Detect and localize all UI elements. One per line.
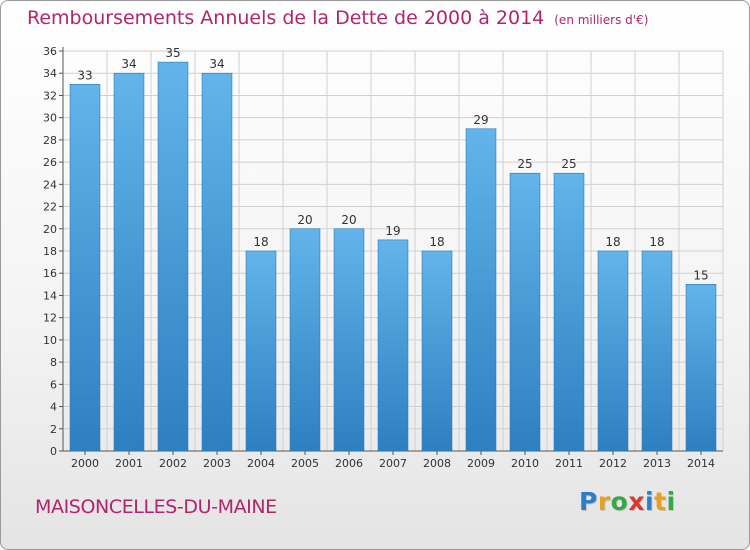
bar — [509, 172, 541, 452]
x-tick-label: 2012 — [599, 457, 627, 470]
data-label: 20 — [341, 213, 356, 227]
y-tick-label: 6 — [50, 378, 57, 391]
logo-letter: i — [666, 487, 676, 516]
y-tick-label: 36 — [43, 45, 57, 58]
x-tick-label: 2002 — [159, 457, 187, 470]
bar — [597, 250, 629, 452]
y-tick-label: 14 — [43, 289, 57, 302]
bar — [113, 72, 145, 452]
y-tick-label: 2 — [50, 423, 57, 436]
y-tick-label: 4 — [50, 401, 57, 414]
data-label: 20 — [297, 213, 312, 227]
data-label: 18 — [253, 235, 268, 249]
bar — [201, 72, 233, 452]
bar — [289, 228, 321, 452]
logo-letter: P — [579, 487, 598, 516]
logo-letter: t — [654, 487, 667, 516]
y-tick-label: 12 — [43, 312, 57, 325]
bar — [69, 84, 101, 452]
logo-letter: o — [610, 487, 629, 516]
y-tick-label: 28 — [43, 134, 57, 147]
x-tick-label: 2003 — [203, 457, 231, 470]
y-tick-label: 0 — [50, 445, 57, 458]
chart-title: Remboursements Annuels de la Dette de 20… — [27, 7, 648, 29]
data-label: 25 — [517, 157, 532, 171]
y-tick-label: 20 — [43, 223, 57, 236]
bar — [465, 128, 497, 452]
y-tick-label: 22 — [43, 201, 57, 214]
x-tick-label: 2004 — [247, 457, 275, 470]
commune-name: MAISONCELLES-DU-MAINE — [35, 496, 277, 518]
bar — [157, 61, 189, 452]
data-label: 18 — [605, 235, 620, 249]
y-tick-label: 10 — [43, 334, 57, 347]
data-labels: 33 34 35 34 18 20 20 19 18 29 25 25 18 18 15 — [77, 46, 708, 282]
y-tick-label: 24 — [43, 178, 57, 191]
logo-letter: r — [597, 487, 611, 516]
data-label: 15 — [693, 268, 708, 282]
bar — [421, 250, 453, 452]
data-label: 29 — [473, 113, 488, 127]
data-label: 34 — [121, 57, 136, 71]
bar — [553, 172, 585, 452]
x-tick-label: 2008 — [423, 457, 451, 470]
proxiti-logo[interactable]: Proxiti — [579, 487, 676, 516]
y-tick-label: 34 — [43, 67, 57, 80]
data-label: 18 — [429, 235, 444, 249]
data-label: 19 — [385, 224, 400, 238]
bar — [377, 239, 409, 452]
data-label: 18 — [649, 235, 664, 249]
y-tick-label: 32 — [43, 89, 57, 102]
y-tick-label: 16 — [43, 267, 57, 280]
x-tick-label: 2010 — [511, 457, 539, 470]
logo-letter: i — [645, 487, 655, 516]
x-tick-label: 2000 — [71, 457, 99, 470]
bar — [685, 284, 717, 452]
y-tick-label: 8 — [50, 356, 57, 369]
data-label: 33 — [77, 68, 92, 82]
logo-letter: x — [628, 487, 645, 516]
y-tick-label: 26 — [43, 156, 57, 169]
bar — [641, 250, 673, 452]
x-tick-label: 2001 — [115, 457, 143, 470]
data-label: 35 — [165, 46, 180, 60]
data-label: 34 — [209, 57, 224, 71]
y-tick-label: 30 — [43, 112, 57, 125]
x-tick-label: 2011 — [555, 457, 583, 470]
chart-unit: (en milliers d'€) — [554, 13, 649, 27]
x-tick-label: 2006 — [335, 457, 363, 470]
data-label: 25 — [561, 157, 576, 171]
bar — [245, 250, 277, 452]
y-tick-label: 18 — [43, 245, 57, 258]
x-tick-label: 2014 — [687, 457, 715, 470]
bars — [69, 61, 717, 452]
x-tick-label: 2007 — [379, 457, 407, 470]
x-tick-label: 2005 — [291, 457, 319, 470]
x-tick-label: 2009 — [467, 457, 495, 470]
x-tick-label: 2013 — [643, 457, 671, 470]
bar — [333, 228, 365, 452]
chart-title-text: Remboursements Annuels de la Dette de 20… — [27, 7, 545, 29]
